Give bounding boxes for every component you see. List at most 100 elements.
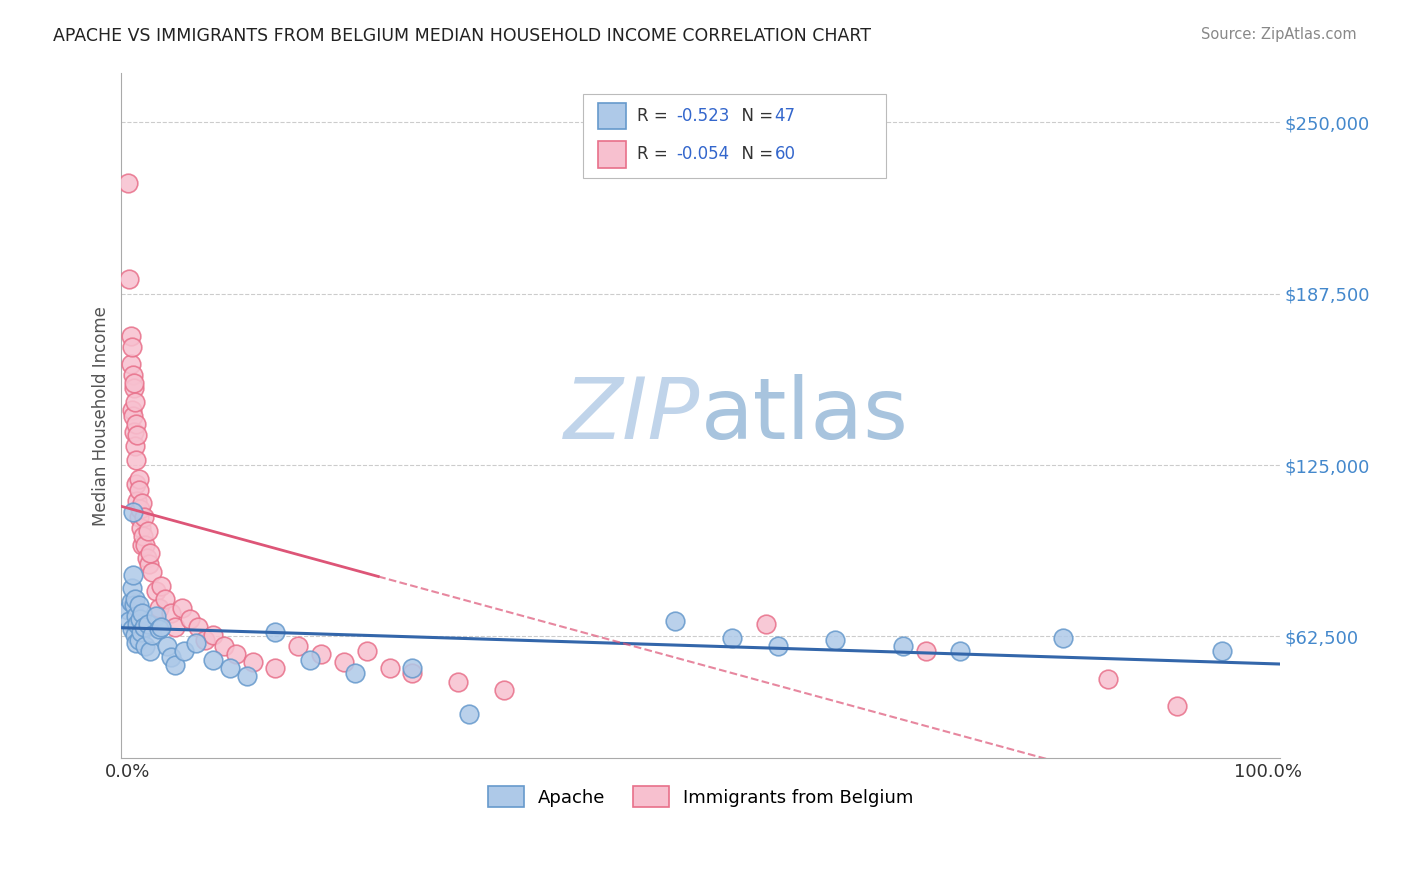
Point: [766, 639, 789, 653]
Point: [124, 439, 146, 453]
Point: [120, 329, 142, 343]
Point: [125, 608, 148, 623]
Point: [124, 592, 146, 607]
Legend: Apache, Immigrants from Belgium: Apache, Immigrants from Belgium: [481, 779, 921, 814]
Point: [187, 620, 209, 634]
Point: [128, 501, 150, 516]
Point: [148, 600, 170, 615]
Point: [121, 368, 143, 382]
Point: [141, 628, 163, 642]
Point: [139, 546, 162, 560]
Point: [458, 707, 481, 722]
Point: [127, 493, 149, 508]
Point: [121, 623, 143, 637]
Point: [124, 628, 146, 642]
Point: [118, 614, 141, 628]
Point: [159, 606, 181, 620]
Point: [122, 376, 145, 390]
Point: [125, 452, 148, 467]
Point: [891, 639, 914, 653]
Point: [264, 625, 287, 640]
Point: [131, 496, 153, 510]
Point: [401, 661, 423, 675]
Point: [125, 477, 148, 491]
Point: [1052, 631, 1074, 645]
Point: [122, 598, 145, 612]
Point: [401, 666, 423, 681]
Point: [135, 551, 157, 566]
Point: [131, 537, 153, 551]
Y-axis label: Median Household Income: Median Household Income: [93, 306, 110, 525]
Point: [201, 653, 224, 667]
Point: [298, 653, 321, 667]
Point: [121, 505, 143, 519]
Point: [150, 579, 173, 593]
Point: [125, 417, 148, 431]
Point: [117, 176, 139, 190]
Point: [127, 427, 149, 442]
Point: [122, 381, 145, 395]
Point: [179, 611, 201, 625]
Point: [824, 633, 846, 648]
Point: [128, 472, 150, 486]
Point: [914, 644, 936, 658]
Text: APACHE VS IMMIGRANTS FROM BELGIUM MEDIAN HOUSEHOLD INCOME CORRELATION CHART: APACHE VS IMMIGRANTS FROM BELGIUM MEDIAN…: [53, 27, 872, 45]
Point: [492, 682, 515, 697]
Point: [378, 661, 401, 675]
Point: [128, 633, 150, 648]
Point: [138, 557, 160, 571]
Point: [170, 600, 193, 615]
Point: [242, 656, 264, 670]
Point: [755, 617, 778, 632]
Point: [664, 614, 686, 628]
Point: [159, 649, 181, 664]
Point: [287, 639, 309, 653]
Point: [156, 639, 179, 653]
Point: [949, 644, 972, 658]
Point: [173, 644, 195, 658]
Point: [148, 623, 170, 637]
Point: [128, 611, 150, 625]
Point: [141, 565, 163, 579]
Point: [165, 620, 187, 634]
Point: [145, 584, 167, 599]
Point: [333, 656, 356, 670]
Point: [134, 620, 156, 634]
Point: [118, 271, 141, 285]
Text: R =: R =: [637, 107, 673, 125]
Point: [309, 647, 332, 661]
Point: [136, 524, 159, 538]
Point: [184, 636, 207, 650]
Text: -0.523: -0.523: [676, 107, 730, 125]
Point: [122, 425, 145, 439]
Point: [134, 510, 156, 524]
Point: [139, 644, 162, 658]
Point: [121, 403, 143, 417]
Point: [1166, 699, 1188, 714]
Point: [150, 620, 173, 634]
Point: [447, 674, 470, 689]
Point: [124, 395, 146, 409]
Point: [1211, 644, 1233, 658]
Text: ZIP: ZIP: [564, 374, 700, 458]
Point: [128, 510, 150, 524]
Point: [127, 617, 149, 632]
Point: [721, 631, 744, 645]
Point: [129, 625, 152, 640]
Point: [129, 521, 152, 535]
Point: [128, 483, 150, 497]
Point: [125, 636, 148, 650]
Text: N =: N =: [731, 107, 779, 125]
Point: [121, 582, 143, 596]
Point: [120, 357, 142, 371]
Point: [136, 617, 159, 632]
Text: Source: ZipAtlas.com: Source: ZipAtlas.com: [1201, 27, 1357, 42]
Point: [117, 603, 139, 617]
Point: [356, 644, 378, 658]
Point: [153, 592, 176, 607]
Point: [1097, 672, 1119, 686]
Text: 60: 60: [775, 145, 796, 163]
Point: [134, 639, 156, 653]
Point: [121, 567, 143, 582]
Point: [344, 666, 367, 681]
